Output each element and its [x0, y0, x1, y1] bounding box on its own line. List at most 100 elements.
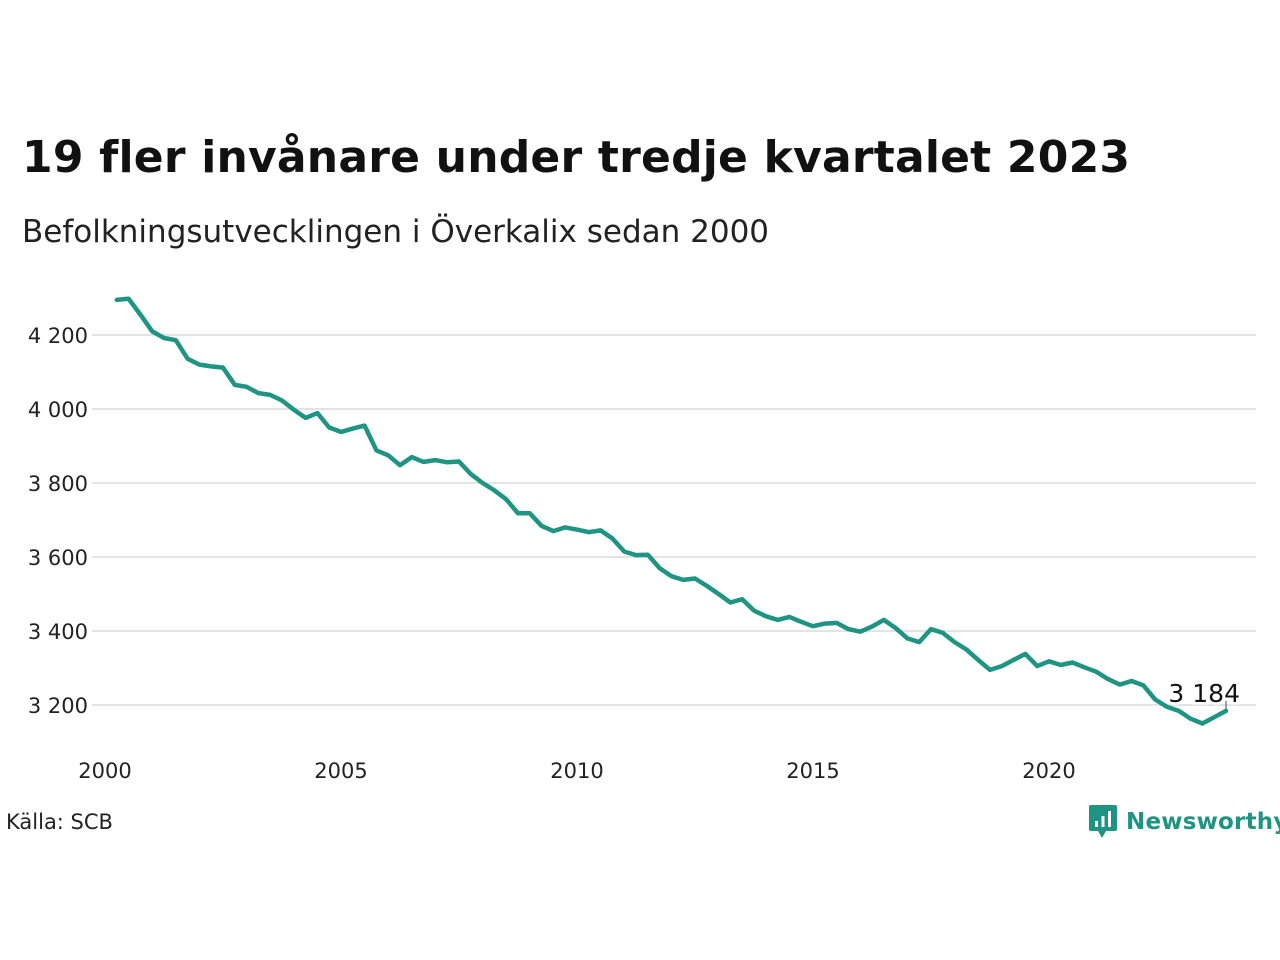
x-tick-label: 2000	[78, 759, 131, 783]
data-point	[787, 615, 791, 619]
y-axis-ticks: 3 200 3 400 3 600 3 800 4 000 4 200	[28, 324, 88, 718]
data-point	[1094, 670, 1098, 674]
x-tick-label: 2010	[550, 759, 603, 783]
chart-subtitle: Befolkningsutvecklingen i Överkalix seda…	[22, 214, 770, 250]
data-point	[1011, 658, 1015, 662]
data-point	[162, 336, 166, 340]
data-point	[587, 530, 591, 534]
data-point	[752, 608, 756, 612]
data-point	[799, 620, 803, 624]
data-point	[1129, 679, 1133, 683]
data-point	[292, 408, 296, 412]
data-point	[846, 627, 850, 631]
data-point	[646, 553, 650, 557]
data-point	[1000, 664, 1004, 668]
y-tick-label: 4 200	[28, 324, 88, 348]
data-point	[705, 584, 709, 588]
end-value-label: 3 184	[1168, 679, 1240, 708]
data-point	[811, 624, 815, 628]
data-point	[256, 391, 260, 395]
population-series	[114, 296, 1229, 726]
data-point	[339, 430, 343, 434]
y-tick-label: 3 200	[28, 694, 88, 718]
brand-name: Newsworthy	[1126, 809, 1280, 835]
data-point	[1070, 660, 1074, 664]
chart-title: 19 fler invånare under tredje kvartalet …	[22, 132, 1131, 183]
data-point	[952, 640, 956, 644]
data-point	[280, 398, 284, 402]
data-point	[185, 357, 189, 361]
data-point	[598, 528, 602, 532]
data-point	[728, 600, 732, 604]
y-tick-label: 3 800	[28, 472, 88, 496]
data-point	[681, 578, 685, 582]
newsworthy-logo-icon	[1089, 805, 1117, 838]
data-point	[1153, 697, 1157, 701]
data-point	[834, 621, 838, 625]
data-point	[941, 631, 945, 635]
end-label-group: 3 184	[1166, 676, 1243, 710]
data-point	[929, 627, 933, 631]
data-point	[138, 312, 142, 316]
data-point	[740, 597, 744, 601]
data-point	[870, 624, 874, 628]
data-point	[410, 455, 414, 459]
x-tick-label: 2020	[1022, 759, 1075, 783]
data-point	[917, 640, 921, 644]
data-point	[563, 525, 567, 529]
data-point	[976, 658, 980, 662]
data-point	[1035, 664, 1039, 668]
data-point	[858, 630, 862, 634]
source-credit: Källa: SCB	[6, 810, 113, 834]
gridlines	[92, 334, 1256, 706]
data-point	[516, 511, 520, 515]
data-point	[1082, 665, 1086, 669]
data-point	[362, 423, 366, 427]
data-point	[115, 298, 119, 302]
data-point	[268, 393, 272, 397]
data-point	[1059, 663, 1063, 667]
data-point	[174, 338, 178, 342]
y-tick-label: 4 000	[28, 398, 88, 422]
data-point	[669, 574, 673, 578]
data-point	[964, 647, 968, 651]
data-point	[457, 459, 461, 463]
data-point	[480, 481, 484, 485]
x-tick-label: 2005	[314, 759, 367, 783]
data-point	[1141, 683, 1145, 687]
data-point	[150, 329, 154, 333]
data-point	[197, 362, 201, 366]
data-point	[823, 621, 827, 625]
data-point	[233, 383, 237, 387]
data-point	[398, 463, 402, 467]
data-point	[504, 497, 508, 501]
data-point	[244, 385, 248, 389]
data-point	[221, 365, 225, 369]
brand-logo: Newsworthy	[1088, 804, 1280, 840]
data-point	[1118, 682, 1122, 686]
data-point	[539, 524, 543, 528]
data-point	[693, 576, 697, 580]
data-point	[351, 426, 355, 430]
data-point	[1106, 677, 1110, 681]
data-point	[528, 511, 532, 515]
data-point	[315, 411, 319, 415]
data-point	[1212, 715, 1216, 719]
data-point	[610, 536, 614, 540]
data-point	[386, 453, 390, 457]
data-point	[882, 618, 886, 622]
y-tick-label: 3 600	[28, 546, 88, 570]
data-point	[775, 618, 779, 622]
x-tick-label: 2015	[786, 759, 839, 783]
data-point	[421, 460, 425, 464]
data-point	[1188, 717, 1192, 721]
data-point	[622, 549, 626, 553]
x-axis-ticks: 2000 2005 2010 2015 2020	[78, 759, 1075, 783]
data-point	[374, 448, 378, 452]
data-point	[1200, 721, 1204, 725]
data-point	[492, 488, 496, 492]
data-point	[445, 460, 449, 464]
data-point	[1023, 652, 1027, 656]
data-point	[905, 636, 909, 640]
